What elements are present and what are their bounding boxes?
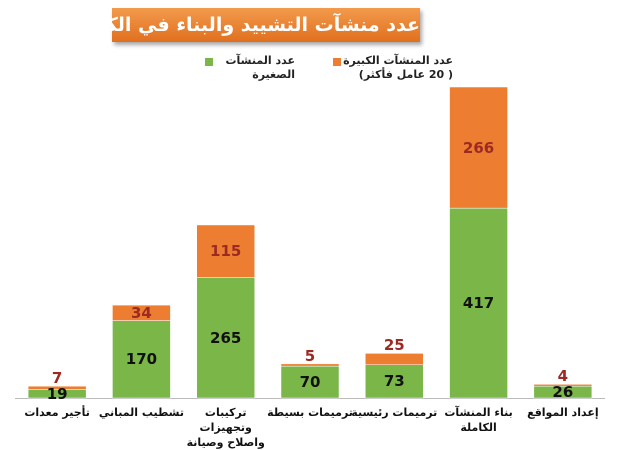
bar-segment [533, 384, 593, 387]
value-label: 266 [462, 138, 495, 157]
value-label: 34 [130, 303, 152, 322]
value-label: 70 [299, 373, 321, 392]
legend-swatch [333, 58, 341, 66]
bar-segment [112, 304, 171, 321]
value-label: 170 [125, 350, 158, 369]
x-tick-label: إعداد المواقع [527, 406, 599, 419]
x-tick-label: ترميمات رئيسية [351, 406, 438, 419]
bar-segment [280, 363, 340, 367]
x-tick-label: تأجير معدات [24, 406, 90, 419]
value-label: 5 [304, 346, 316, 365]
legend-label: عدد المنشآت الكبيرة ( 20 عامل فأكثر) [343, 54, 453, 81]
bar-segment [112, 320, 171, 399]
value-label: 4 [557, 367, 569, 386]
value-label: 265 [210, 328, 242, 347]
value-label: 417 [462, 294, 495, 313]
legend-swatch [205, 58, 213, 66]
bar-segment [27, 385, 87, 390]
x-tick-label: تشطيب المباني [98, 406, 184, 419]
bar-segment [365, 353, 424, 366]
x-tick-label: تركيبات وتجهيزات واصلاح وصيانة [186, 406, 265, 449]
value-label: 25 [383, 336, 405, 355]
bar-segment [449, 207, 508, 399]
chart-title: عدد منشآت التشييد والبناء في الكويت [68, 8, 420, 42]
x-tick-label: ترميمات بسيطة [267, 406, 353, 419]
value-label: 26 [552, 383, 574, 402]
bar-segment [280, 365, 340, 399]
x-tick-label: بناء المنشآت الكاملة [444, 406, 513, 434]
legend-label: عدد المنشآت الصغيرة [225, 54, 296, 81]
value-label: 115 [210, 242, 242, 261]
bar-segment [196, 277, 255, 399]
bar-segment [365, 364, 424, 399]
value-label: 19 [46, 384, 68, 403]
value-label: 7 [51, 369, 63, 388]
bar-segment [449, 86, 508, 209]
value-label: 73 [383, 372, 405, 391]
bar-segment [196, 224, 255, 278]
